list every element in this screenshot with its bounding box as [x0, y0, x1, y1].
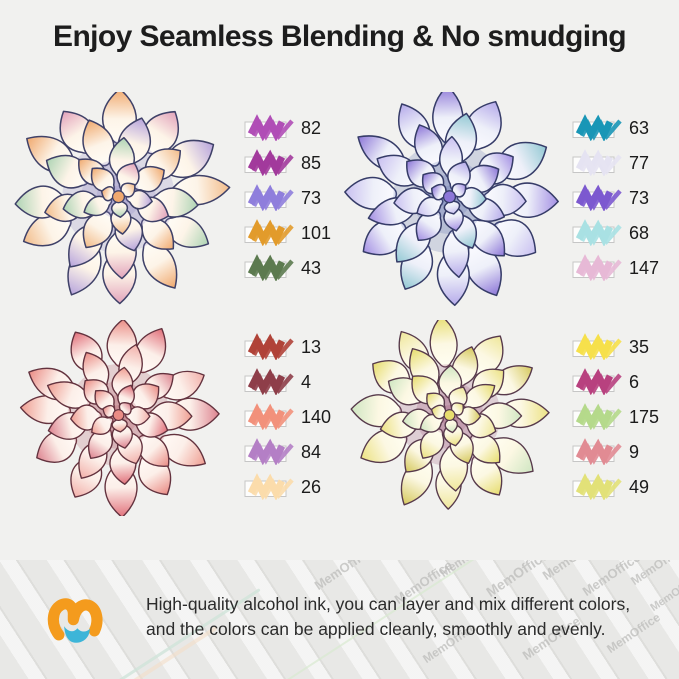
swatch-number: 35	[629, 336, 650, 357]
succulent-svg	[19, 320, 220, 516]
swatch-row: 68	[572, 216, 679, 246]
swatch-list-pink: 13 4 140 84 26	[244, 330, 354, 505]
swatch-number: 73	[301, 187, 322, 208]
marker-scribble-swatch	[244, 368, 294, 395]
petal	[82, 119, 115, 167]
swatch-number: 147	[629, 257, 660, 278]
swatch-row: 147	[572, 251, 679, 281]
swatch-row: 26	[244, 470, 354, 500]
marker-scribble-swatch	[244, 149, 294, 176]
petal	[130, 383, 160, 410]
succulent-svg	[350, 320, 550, 510]
marker-scribble-swatch	[572, 368, 622, 395]
swatch-number: 13	[301, 336, 322, 357]
succulent-illustration-yellow	[334, 320, 565, 516]
petal	[362, 219, 407, 256]
logo-m-stroke	[47, 598, 103, 641]
headline: Enjoy Seamless Blending & No smudging	[53, 20, 627, 53]
watermark-text: MemOffice	[311, 560, 376, 593]
swatch-row: 175	[572, 400, 679, 430]
swatch-row: 63	[572, 111, 679, 141]
marker-scribble-swatch	[572, 403, 622, 430]
swatch-number: 43	[301, 257, 322, 278]
swatch-number: 26	[301, 476, 322, 497]
swatch-row: 84	[244, 435, 354, 465]
marker-scribble-swatch	[244, 403, 294, 430]
petal	[419, 428, 445, 459]
swatch-row: 73	[244, 181, 354, 211]
swatch-row: 73	[572, 181, 679, 211]
swatch-row: 35	[572, 330, 679, 360]
swatch-number: 4	[301, 371, 312, 392]
swatch-list-peach: 82 85 73 101 43	[244, 111, 354, 286]
succulent-illustration-violet	[334, 92, 565, 308]
petal	[164, 215, 210, 248]
swatch-number: 63	[629, 117, 650, 138]
marker-scribble-swatch	[572, 473, 622, 500]
swatch-row: 9	[572, 435, 679, 465]
swatch-row: 43	[244, 251, 354, 281]
succulent-svg	[344, 92, 559, 307]
swatch-row: 82	[244, 111, 354, 141]
swatch-row: 13	[244, 330, 354, 360]
petal	[124, 406, 151, 426]
swatch-number: 73	[629, 187, 650, 208]
marker-scribble-swatch	[244, 184, 294, 211]
swatch-number: 77	[629, 152, 650, 173]
footer-caption-line2: and the colors can be applied cleanly, s…	[146, 619, 606, 639]
swatch-number: 140	[301, 406, 332, 427]
marker-scribble-swatch	[572, 333, 622, 360]
marker-scribble-swatch	[244, 473, 294, 500]
petal	[416, 196, 444, 217]
footer-band: MemOffice MemOffice MemOffice MemOffice MemO…	[0, 560, 679, 679]
petal	[159, 433, 206, 467]
succulent-illustration-pink	[3, 320, 234, 516]
marker-scribble-swatch	[244, 114, 294, 141]
marker-scribble-swatch	[244, 333, 294, 360]
marker-scribble-swatch	[244, 254, 294, 281]
swatch-list-yellow: 35 6 175 9 49	[572, 330, 679, 505]
petal	[469, 433, 501, 464]
marker-scribble-swatch	[244, 438, 294, 465]
succulent-svg	[14, 92, 231, 305]
marker-scribble-swatch	[572, 114, 622, 141]
marker-scribble-swatch	[572, 438, 622, 465]
watermark-text: MemOffice	[437, 560, 496, 580]
swatch-number: 84	[301, 441, 322, 462]
swatch-list-violet: 63 77 73 68 147	[572, 111, 679, 286]
marker-scribble-swatch	[244, 219, 294, 246]
footer-caption: High-quality alcohol ink, you can layer …	[146, 592, 666, 642]
swatch-number: 68	[629, 222, 650, 243]
swatch-row: 77	[572, 146, 679, 176]
succulent-illustration-peach	[3, 92, 234, 308]
swatch-number: 82	[301, 117, 322, 138]
swatch-row: 140	[244, 400, 354, 430]
swatch-row: 85	[244, 146, 354, 176]
petal	[137, 434, 170, 467]
petal	[82, 210, 113, 249]
petal	[91, 416, 114, 435]
marker-scribble-swatch	[572, 149, 622, 176]
marker-scribble-swatch	[572, 219, 622, 246]
marker-scribble-swatch	[572, 254, 622, 281]
swatch-number: 49	[629, 476, 650, 497]
swatch-number: 6	[629, 371, 640, 392]
swatch-number: 85	[301, 152, 322, 173]
swatch-number: 9	[629, 441, 640, 462]
swatch-row: 6	[572, 365, 679, 395]
swatch-number: 175	[629, 406, 660, 427]
petal	[429, 320, 458, 368]
swatch-number: 101	[301, 222, 332, 243]
marker-scribble-swatch	[572, 184, 622, 211]
petal	[413, 124, 444, 167]
swatch-row: 49	[572, 470, 679, 500]
brand-logo	[47, 598, 103, 643]
swatch-row: 101	[244, 216, 354, 246]
petal	[140, 217, 175, 250]
swatch-row: 4	[244, 365, 354, 395]
footer-caption-line1: High-quality alcohol ink, you can layer …	[146, 594, 631, 614]
logo-wave-shape	[64, 626, 90, 643]
